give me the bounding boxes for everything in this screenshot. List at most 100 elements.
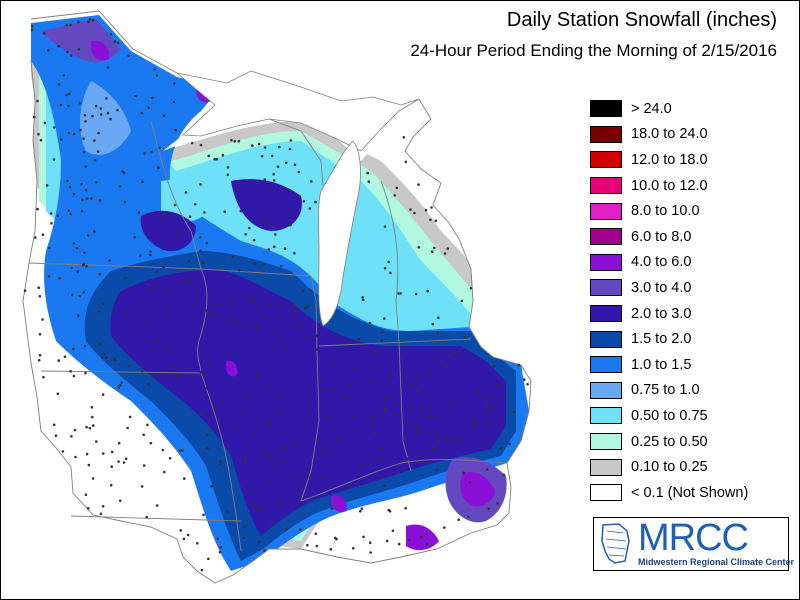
station-dot <box>272 172 276 176</box>
station-dot <box>160 216 163 220</box>
station-dot <box>237 268 241 272</box>
station-dot <box>500 446 503 450</box>
station-dot <box>219 462 222 466</box>
station-dot <box>83 251 86 255</box>
station-dot <box>247 226 251 230</box>
station-dot <box>383 484 387 488</box>
legend-swatch <box>590 202 622 220</box>
legend-swatch <box>590 253 622 271</box>
station-dot <box>263 178 267 181</box>
station-dot <box>39 138 43 142</box>
station-dot <box>157 166 160 169</box>
station-dot <box>93 158 97 162</box>
station-dot <box>37 358 41 362</box>
station-dot <box>306 305 309 309</box>
station-dot <box>295 443 299 447</box>
station-dot <box>139 254 142 257</box>
station-dot <box>86 234 90 237</box>
station-dot <box>446 247 450 250</box>
station-dot <box>242 411 245 414</box>
station-dot <box>147 106 150 110</box>
station-dot <box>80 182 83 186</box>
station-dot <box>469 286 473 290</box>
midwest-map-icon <box>597 521 635 567</box>
station-dot <box>256 327 259 330</box>
station-dot <box>141 180 144 183</box>
lake-michigan <box>318 140 361 327</box>
station-dot <box>171 364 175 368</box>
station-dot <box>289 139 293 142</box>
station-dot <box>268 222 271 225</box>
station-dot <box>142 433 145 437</box>
station-dot <box>140 485 144 488</box>
station-dot <box>291 474 295 478</box>
station-dot <box>36 207 39 211</box>
station-dot <box>486 411 489 415</box>
station-dot <box>258 306 261 309</box>
station-dot <box>106 66 110 69</box>
station-dot <box>43 121 47 125</box>
station-dot <box>431 322 435 326</box>
legend-swatch <box>590 151 622 169</box>
station-dot <box>103 352 106 356</box>
station-dot <box>371 414 374 418</box>
station-dot <box>199 183 202 186</box>
station-dot <box>128 415 132 419</box>
station-dot <box>152 349 155 353</box>
station-dot <box>368 541 372 544</box>
station-dot <box>292 312 296 315</box>
station-dot <box>66 179 69 183</box>
station-dot <box>485 468 489 471</box>
station-dot <box>179 529 183 532</box>
station-dot <box>424 208 428 212</box>
logo-wordmark: MRCC <box>638 517 749 559</box>
station-dot <box>237 189 241 192</box>
station-dot <box>52 126 56 129</box>
station-dots <box>23 17 529 572</box>
station-dot <box>330 507 334 510</box>
legend-label: 2.0 to 3.0 <box>631 305 692 322</box>
station-dot <box>279 264 283 268</box>
station-dot <box>81 198 84 202</box>
station-dot <box>253 504 256 507</box>
station-dot <box>72 347 75 351</box>
station-dot <box>219 546 223 549</box>
station-dot <box>251 144 254 147</box>
station-dot <box>297 324 301 327</box>
station-dot <box>386 395 389 399</box>
station-dot <box>199 350 203 353</box>
station-dot <box>91 415 94 419</box>
station-dot <box>134 94 137 98</box>
station-dot <box>179 449 182 452</box>
legend-item: 0.25 to 0.50 <box>590 429 790 455</box>
station-dot <box>56 214 59 217</box>
station-dot <box>84 120 87 123</box>
legend-label: 0.10 to 0.25 <box>631 459 708 476</box>
station-dot <box>84 188 88 192</box>
station-dot <box>82 290 86 294</box>
station-dot <box>77 314 80 318</box>
station-dot <box>462 471 465 475</box>
station-dot <box>165 309 168 313</box>
station-dot <box>317 440 320 443</box>
station-dot <box>125 312 129 316</box>
station-dot <box>98 273 102 276</box>
station-dot <box>369 551 372 554</box>
station-dot <box>473 423 477 426</box>
station-dot <box>233 140 237 143</box>
legend-label: 0.75 to 1.0 <box>631 382 700 399</box>
station-dot <box>293 252 296 255</box>
station-dot <box>141 369 144 373</box>
station-dot <box>260 155 264 158</box>
station-dot <box>164 212 168 216</box>
station-dot <box>162 265 165 269</box>
station-dot <box>430 206 433 209</box>
map-title: Daily Station Snowfall (inches) <box>506 9 777 31</box>
station-dot <box>351 415 354 419</box>
station-dot <box>196 542 199 545</box>
station-dot <box>263 146 267 149</box>
station-dot <box>267 479 271 482</box>
station-dot <box>338 438 341 441</box>
station-dot <box>156 339 159 343</box>
station-dot <box>478 394 481 398</box>
